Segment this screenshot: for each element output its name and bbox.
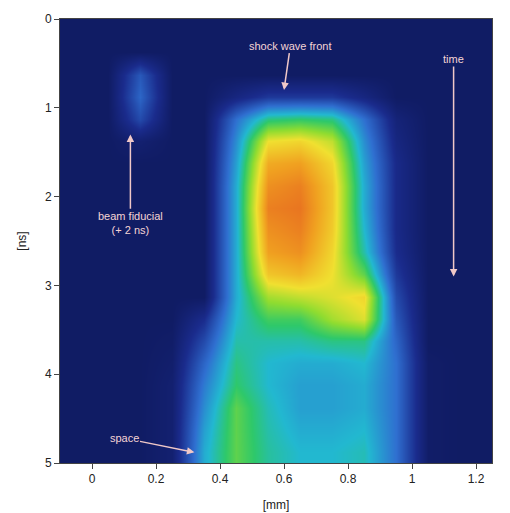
svg-text:[mm]: [mm]: [263, 498, 290, 512]
svg-text:1: 1: [45, 101, 52, 115]
svg-text:[ns]: [ns]: [15, 231, 29, 250]
svg-text:0: 0: [45, 12, 52, 26]
svg-text:5: 5: [45, 456, 52, 470]
svg-text:1: 1: [409, 472, 416, 486]
svg-text:3: 3: [45, 279, 52, 293]
svg-text:2: 2: [45, 190, 52, 204]
svg-text:0.2: 0.2: [148, 472, 165, 486]
svg-text:0.4: 0.4: [212, 472, 229, 486]
svg-text:space: space: [110, 432, 139, 444]
svg-text:0.8: 0.8: [340, 472, 357, 486]
svg-text:4: 4: [45, 367, 52, 381]
svg-text:beam fiducial(+ 2 ns): beam fiducial(+ 2 ns): [98, 210, 163, 236]
svg-text:time: time: [443, 53, 464, 65]
svg-text:0.6: 0.6: [276, 472, 293, 486]
svg-text:0: 0: [89, 472, 96, 486]
svg-text:shock wave front: shock wave front: [249, 40, 332, 52]
svg-text:1.2: 1.2: [468, 472, 485, 486]
